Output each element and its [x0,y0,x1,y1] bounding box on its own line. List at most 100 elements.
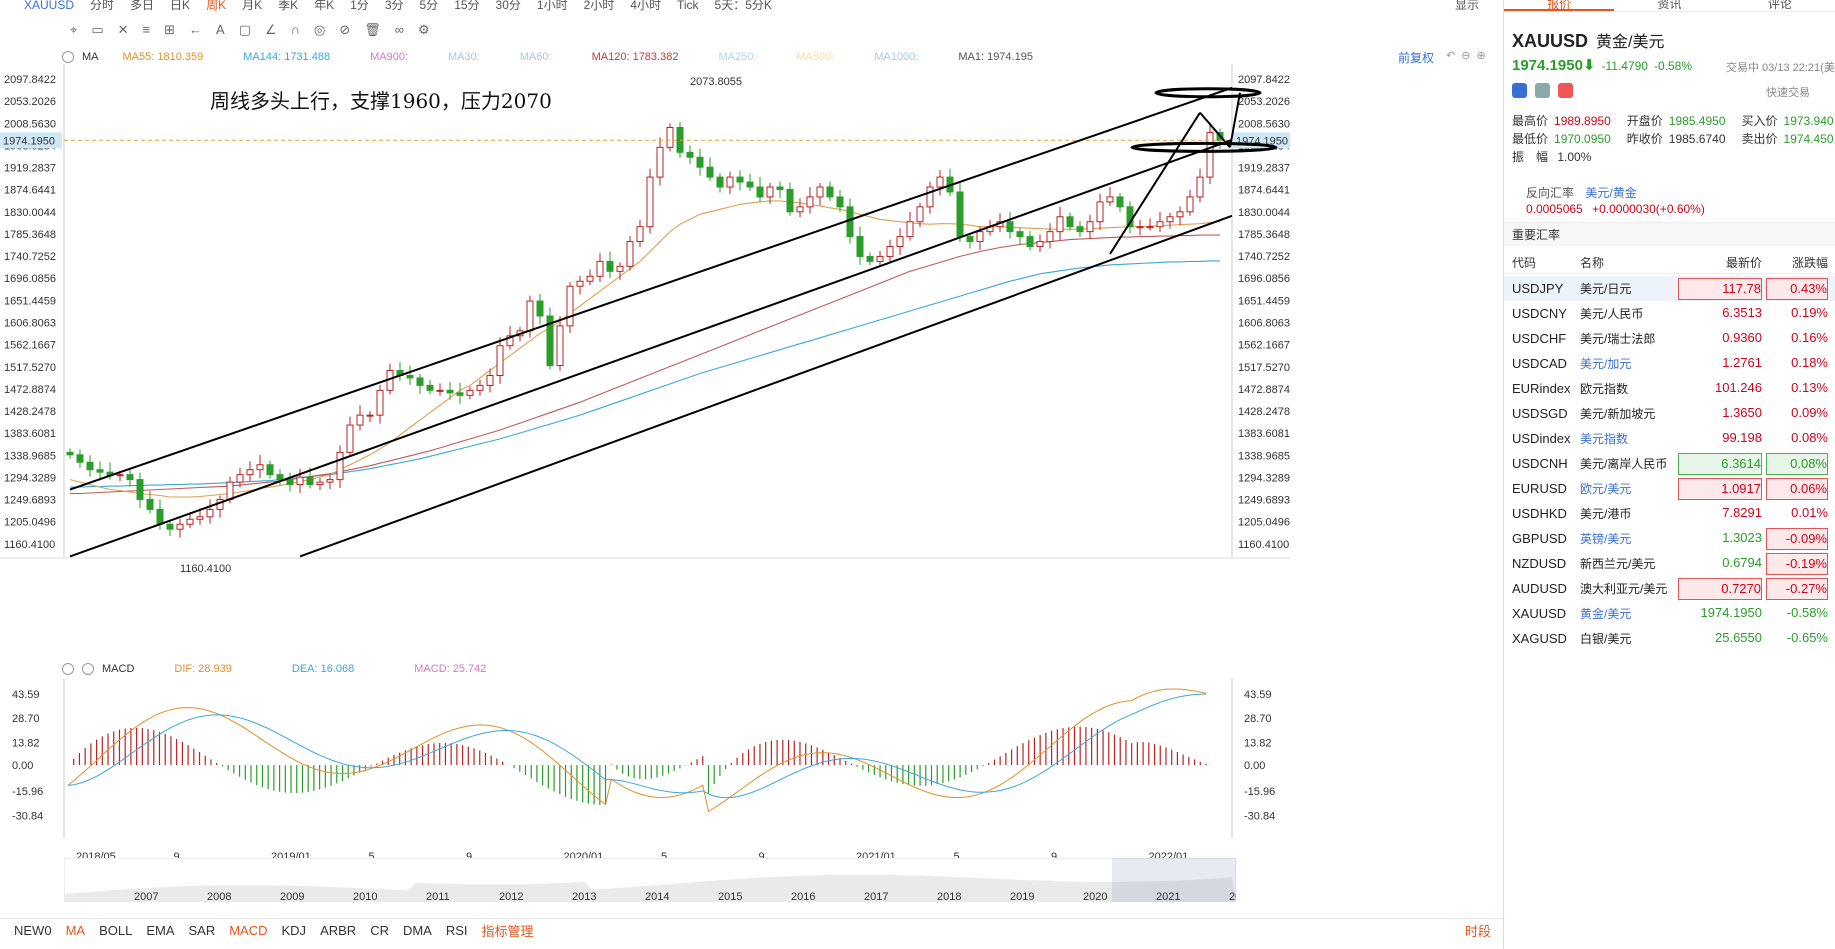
indicator-new0[interactable]: NEW0 [14,923,52,938]
rate-row[interactable]: USDCNH 美元/离岸人民币 6.3614 0.08% [1504,451,1835,476]
period-tab[interactable]: 3分 [384,0,404,12]
period-tab[interactable]: 5分 [419,0,439,12]
time-segment-button[interactable]: 时段 [1464,924,1491,939]
period-tab[interactable]: 4小时 [630,0,661,12]
indicator-cr[interactable]: CR [370,923,389,938]
symbol-selector[interactable]: XAUUSD [24,0,75,12]
text-tool-icon[interactable]: A [216,22,225,37]
time-navigator[interactable]: 2007 2008 2009 2010 2011 2012 2013 2014 2015 2016… [64,858,1236,902]
share-icon[interactable] [1512,83,1527,98]
y-tick-left: 2008.5630 [4,118,56,130]
cursor-icon[interactable]: ⌖ [70,22,78,37]
ma-legend-name[interactable]: MA [82,51,99,63]
indicator-ma[interactable]: MA [65,923,86,938]
panel-tab[interactable]: 资讯 [1657,0,1682,11]
zoom-out-icon[interactable]: ⊖ [1461,50,1471,62]
rate-row[interactable]: NZDUSD 新西兰元/美元 0.6794 -0.19% [1504,551,1835,576]
header-pct[interactable]: 涨跌幅 [1791,256,1828,270]
rate-row[interactable]: USDCAD 美元/加元 1.2761 0.18% [1504,351,1835,376]
period-tab[interactable]: 分时 [90,0,115,12]
lines-tool-icon[interactable]: ≡ [142,22,151,37]
magnet-icon[interactable]: ∩ [290,22,300,37]
period-tab[interactable]: 月K [242,0,263,12]
pencil-icon[interactable]: ∠ [265,22,277,37]
rate-price: 0.9360 [1722,329,1762,345]
price-chart[interactable]: 2097.8422 2097.8422 2053.2026 2053.2026 2008… [0,64,1290,624]
rate-row[interactable]: USDJPY 美元/日元 117.78 0.43% [1504,276,1835,301]
macd-legend-name[interactable]: MACD [102,663,135,675]
undo-icon[interactable]: ↶ [1446,50,1456,62]
indicator-macd[interactable]: MACD [229,923,268,938]
period-tab[interactable]: 1分 [350,0,369,12]
rate-row[interactable]: EURindex 欧元指数 101.246 0.13% [1504,376,1835,401]
quote-price: 1974.1950 [1512,57,1583,74]
navigator-window[interactable] [1112,858,1236,902]
arrow-tool-icon[interactable]: ← [189,22,203,37]
indicator-boll[interactable]: BOLL [99,923,133,938]
ma-legend-item: MA1000: [874,51,919,63]
indicator-sar[interactable]: SAR [188,923,216,938]
period-tab[interactable]: 日K [170,0,191,12]
cross-tool-icon[interactable]: ✕ [117,22,129,37]
zoom-in-icon[interactable]: ⊕ [1476,50,1486,62]
rate-row[interactable]: AUDUSD 澳大利亚元/美元 0.7270 -0.27% [1504,576,1835,601]
rate-row[interactable]: USDindex 美元指数 99.198 0.08% [1504,426,1835,451]
adjust-selector[interactable]: 前复权 [1398,51,1435,65]
period-tab[interactable]: 30分 [495,0,521,12]
rate-name: 美元/港币 [1580,507,1632,521]
eye-icon[interactable]: ◎ [314,22,326,37]
x-tick: 5 [369,851,375,858]
macd-settings-icon[interactable] [62,663,74,675]
candle-body [1176,211,1184,218]
rate-row[interactable]: USDHKD 美元/港币 7.8291 0.01% [1504,501,1835,526]
arrow-down-line [1199,111,1231,149]
panel-tab[interactable]: 报价 [1504,0,1615,11]
period-tab[interactable]: 周K [206,0,227,12]
rect-tool-icon[interactable]: ▭ [91,22,104,37]
y-tick-right: 1428.2478 [1238,406,1290,418]
rate-row[interactable]: XAGUSD 白银/美元 25.6550 -0.65% [1504,626,1835,651]
rate-row[interactable]: XAUUSD 黄金/美元 1974.1950 -0.58% [1504,601,1835,626]
indicator-rsi[interactable]: RSI [445,923,468,938]
header-name[interactable]: 名称 [1580,256,1605,270]
macd-close-icon[interactable] [82,663,94,675]
indicator-manage-button[interactable]: 指标管理 [481,924,534,939]
period-tab[interactable]: 15分 [454,0,480,12]
trash-icon[interactable]: 🗑 [364,22,381,37]
period-tab[interactable]: 1小时 [536,0,568,12]
period-tab[interactable]: 年K [314,0,335,12]
reverse-pair[interactable]: 美元/黄金 [1585,186,1637,200]
macd-chart[interactable]: 43.59 43.59 28.70 28.70 13.82 13.82 0.00 0.00 -1… [0,678,1290,858]
rate-row[interactable]: GBPUSD 英镑/美元 1.3023 -0.09% [1504,526,1835,551]
indicator-dma[interactable]: DMA [402,923,432,938]
doc-icon[interactable] [1535,83,1550,98]
candle-body [666,127,674,148]
quick-trade-button[interactable]: 快速交易 [1766,87,1810,99]
fib-tool-icon[interactable]: ⊞ [164,22,176,37]
period-tab[interactable]: 2小时 [583,0,615,12]
display-menu[interactable]: 显示 [1454,0,1479,12]
rate-row[interactable]: USDCHF 美元/瑞士法郎 0.9360 0.16% [1504,326,1835,351]
period-tab[interactable]: 5天：5分K [714,0,772,12]
ma-settings-icon[interactable] [62,51,74,63]
hide-icon[interactable]: ⊘ [339,22,351,37]
rate-row[interactable]: USDSGD 美元/新加坡元 1.3650 0.09% [1504,401,1835,426]
rate-row[interactable]: USDCNY 美元/人民币 6.3513 0.19% [1504,301,1835,326]
indicator-ema[interactable]: EMA [146,923,175,938]
indicator-arbr[interactable]: ARBR [320,923,357,938]
indicator-kdj[interactable]: KDJ [281,923,307,938]
comment-icon[interactable]: ▢ [238,22,251,37]
header-code[interactable]: 代码 [1512,256,1537,270]
rate-row[interactable]: EURUSD 欧元/美元 1.0917 0.06% [1504,476,1835,501]
period-tab[interactable]: Tick [676,0,699,12]
candle-body [686,151,694,158]
gear-icon[interactable]: ⚙ [418,22,430,37]
favorite-icon[interactable] [1558,83,1573,98]
header-price[interactable]: 最新价 [1725,256,1762,270]
candle-body [1036,241,1044,248]
link-icon[interactable]: ∞ [394,22,405,37]
period-tab[interactable]: 多日 [130,0,155,12]
period-tab[interactable]: 季K [278,0,299,12]
rate-pct: 0.09% [1791,404,1828,420]
panel-tab[interactable]: 评论 [1767,0,1792,11]
